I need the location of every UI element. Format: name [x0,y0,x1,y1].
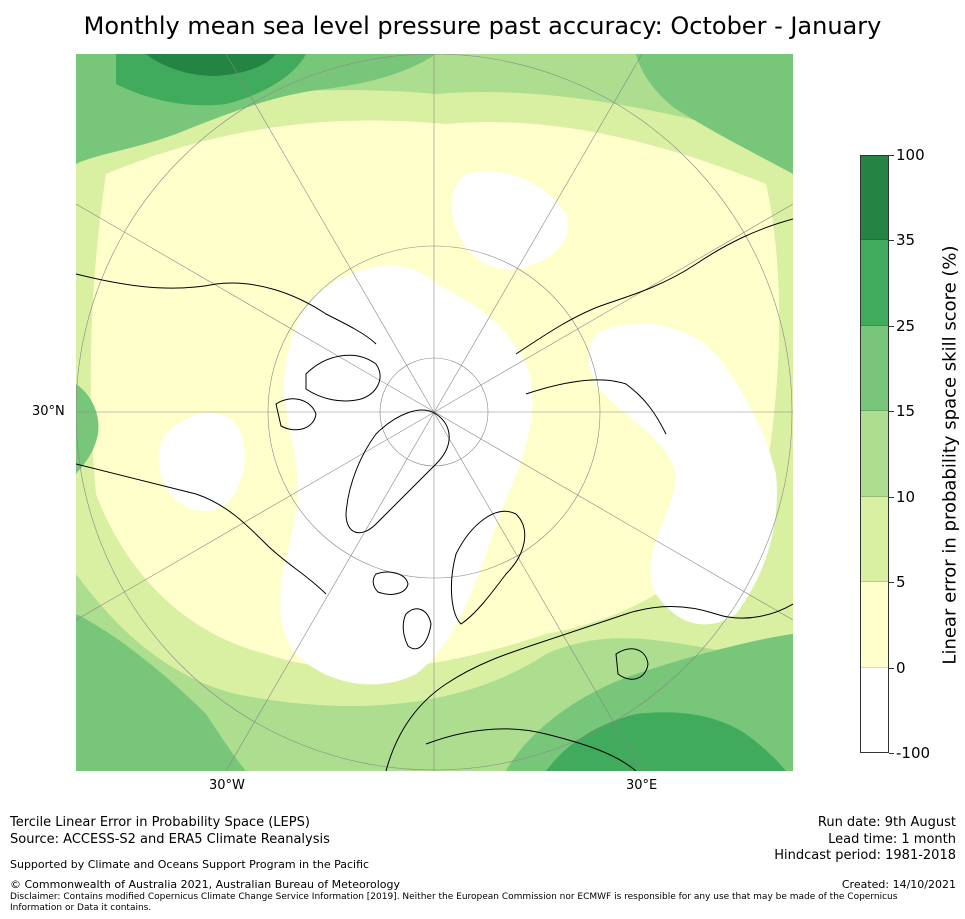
colorbar-tick-mark [889,155,894,156]
colorbar-title: Linear error in probability space skill … [939,245,961,665]
footer-created: Created: 14/10/2021 [841,878,956,891]
colorbar-tick-mark [889,667,894,669]
colorbar-segment [860,155,889,241]
colorbar-segment [860,582,889,668]
colorbar-tick-label: 35 [896,231,916,250]
skill-zone-negative-north [451,171,568,270]
colorbar-tick-mark [889,411,894,413]
colorbar-segment [860,496,889,583]
lon-label-30e: 30°E [626,778,658,793]
skill-zone-25-35-top [116,54,306,106]
footer-lead-time: Lead time: 1 month [828,832,956,847]
skill-zone-10-15-west [76,384,99,474]
colorbar-tick-label: 15 [896,402,916,421]
colorbar-tick-label: 10 [896,487,916,506]
colorbar-tick-mark [889,325,894,327]
footer-run-date: Run date: 9th August [817,815,956,830]
graticule [76,54,793,771]
colorbar [860,155,889,753]
colorbar-tick-mark [889,582,894,584]
skill-zone-negative-west [158,413,245,512]
colorbar-tick-label: 25 [896,316,916,335]
footer-copyright: © Commonwealth of Australia 2021, Austra… [10,878,400,891]
colorbar-segment [860,240,889,326]
map-canvas [76,54,793,771]
colorbar-segment [860,325,889,412]
colorbar-tick-mark [889,496,894,498]
colorbar-tick-mark [889,240,894,242]
skill-zone-10-15-northeast [636,54,793,174]
colorbar-frame [860,155,889,753]
skill-zone-10-15-southwest [76,614,246,771]
colorbar-tick-mark [889,753,894,754]
colorbar-tick-label: 0 [896,658,906,677]
lon-label-30w: 30°W [209,778,245,793]
footer-leps: Tercile Linear Error in Probability Spac… [10,815,310,830]
polar-map [76,54,793,771]
footer-disclaimer-1: Disclaimer: Contains modified Copernicus… [10,892,898,902]
footer-support: Supported by Climate and Oceans Support … [10,858,370,871]
skill-zone-negative-east [588,323,777,625]
colorbar-tick-label: -100 [896,744,931,762]
footer-hindcast: Hindcast period: 1981-2018 [774,848,956,863]
lat-label-30n: 30°N [32,404,65,419]
colorbar-tick-label: 5 [896,573,906,592]
footer-disclaimer-2: Information or Data it contains. [10,903,152,913]
skill-zone-negative-central [280,265,533,685]
coastlines [76,218,793,771]
footer-source: Source: ACCESS-S2 and ERA5 Climate Reana… [10,832,330,847]
skill-zone-35-100-top [146,54,276,76]
colorbar-tick-label: 100 [896,146,925,164]
map-title: Monthly mean sea level pressure past acc… [83,12,882,40]
skill-zone-25-35-south [546,712,786,771]
colorbar-segment [860,411,889,497]
